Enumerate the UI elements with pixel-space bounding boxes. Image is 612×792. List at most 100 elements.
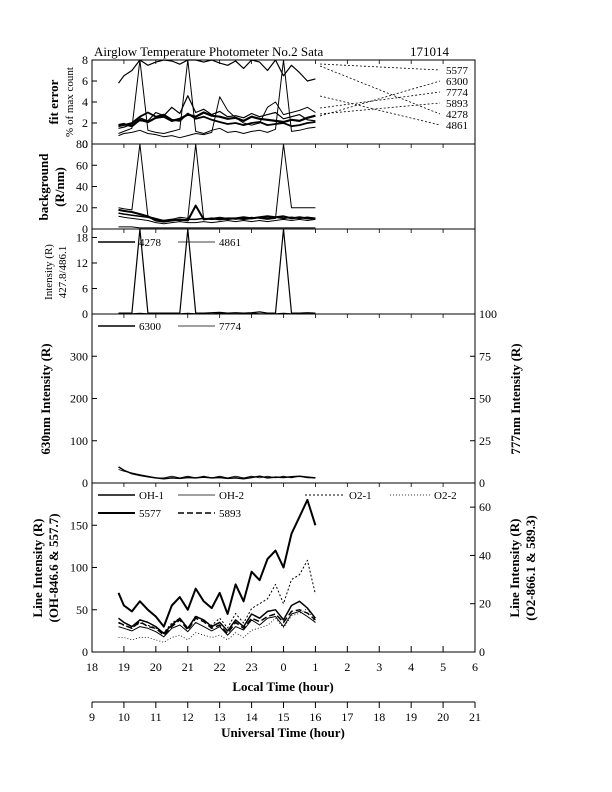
ytick-label: 18 [76, 231, 88, 245]
ytick-right-label: 20 [479, 597, 491, 611]
series-line-4278 [118, 59, 316, 134]
xtick-local-label: 6 [472, 660, 478, 674]
legend-oh1: OH-1 [139, 490, 164, 502]
xtick-local-label: 21 [182, 660, 194, 674]
figure-title: Airglow Temperature Photometer No.2 Sata [94, 44, 324, 59]
xtick-ut-label: 11 [150, 710, 162, 724]
legend-4278: 4278 [446, 109, 469, 121]
intensity-ylabel-2: 427.8/486.1 [57, 246, 69, 299]
xtick-ut-label: 10 [118, 710, 130, 724]
legend-o22: O2-2 [434, 490, 457, 502]
ytick-label: 100 [70, 561, 88, 575]
legend-6300-panel4: 6300 [139, 321, 162, 333]
series-line-O2-2 [118, 608, 316, 643]
xtick-local-label: 5 [440, 660, 446, 674]
ytick-right-label: 75 [479, 349, 491, 363]
ytick-label: 4 [82, 95, 88, 109]
xtick-local-label: 23 [246, 660, 258, 674]
xtick-ut-label: 15 [278, 710, 290, 724]
ytick-label: 0 [82, 137, 88, 151]
xtick-ut-label: 17 [341, 710, 353, 724]
xtick-local-label: 1 [312, 660, 318, 674]
series-layer [117, 59, 317, 643]
legend-4861-panel3: 4861 [219, 237, 241, 249]
legend-6300: 6300 [446, 76, 469, 88]
ytick-label: 80 [76, 137, 88, 151]
ytick-right-label: 0 [479, 645, 485, 659]
legend-5577: 5577 [446, 65, 469, 77]
oh-ylabel-2: (OH-846.6 & 557.7) [46, 513, 61, 622]
ytick-label: 2 [82, 116, 88, 130]
ytick-label: 8 [82, 53, 88, 67]
legend-7774-panel4: 7774 [219, 321, 242, 333]
series-line-4278 [118, 228, 316, 314]
ytick-right-label: 50 [479, 392, 491, 406]
fit-error-legend: 5577 6300 7774 5893 4278 4861 [319, 63, 469, 132]
ytick-right-label: 100 [479, 307, 497, 321]
universal-time-label: Universal Time (hour) [221, 725, 345, 740]
series-line-4861 [118, 312, 316, 315]
background-ylabel-1: background [36, 153, 51, 221]
figure-date: 171014 [410, 44, 450, 59]
legend-4861: 4861 [446, 120, 468, 132]
ytick-label: 6 [82, 74, 88, 88]
xtick-local-label: 18 [86, 660, 98, 674]
ytick-label: 200 [70, 392, 88, 406]
legend-oh2: OH-2 [219, 490, 244, 502]
series-line-s5 [118, 226, 316, 229]
series-line-5577 [117, 498, 317, 628]
ytick-label: 60 [76, 158, 88, 172]
background-ylabel-2: (R/nm) [52, 167, 67, 207]
ytick-right-label: 60 [479, 500, 491, 514]
ytick-right-label: 40 [479, 548, 491, 562]
intensity-legend: 4278 4861 [98, 237, 241, 249]
xtick-ut-label: 18 [373, 710, 385, 724]
ytick-label: 50 [76, 603, 88, 617]
panel-fit-error-frame [91, 59, 476, 145]
xtick-local-label: 22 [214, 660, 226, 674]
ytick-label: 12 [76, 256, 88, 270]
series-line-5893 [118, 111, 316, 128]
xtick-local-label: 19 [118, 660, 130, 674]
ytick-label: 300 [70, 349, 88, 363]
legend-5893: 5893 [446, 98, 469, 110]
legend-4278-panel3: 4278 [139, 237, 162, 249]
legend-o21: O2-1 [349, 490, 372, 502]
series-line-6300 [118, 466, 316, 480]
oh-ylabel-1: Line Intensity (R) [30, 519, 45, 618]
series-line-4861 [118, 96, 316, 139]
legend-5893-panel5: 5893 [219, 508, 242, 520]
ytick-label: 0 [82, 645, 88, 659]
777nm-ylabel: 777nm Intensity (R) [508, 343, 523, 454]
xtick-ut-label: 14 [246, 710, 258, 724]
xtick-local-label: 2 [344, 660, 350, 674]
series-line-7774 [118, 469, 316, 479]
line-intensity-legend: OH-1 OH-2 O2-1 O2-2 5577 5893 [98, 490, 457, 520]
o2-ylabel-2: (O2-866.1 & 589.3) [523, 515, 538, 620]
xtick-ut-label: 12 [182, 710, 194, 724]
xtick-local-label: 4 [408, 660, 414, 674]
panel-630-777-frame [91, 313, 476, 484]
xtick-ut-label: 20 [437, 710, 449, 724]
fit-error-ylabel-2: % of max count [64, 67, 76, 137]
ytick-right-label: 0 [479, 476, 485, 490]
x-axes: 18 19 20 21 22 23 0 1 2 3 4 5 69 10 11 12 13 14 15 16 17 18 19… [86, 60, 481, 724]
xtick-ut-label: 16 [309, 710, 321, 724]
legend-5577-panel5: 5577 [139, 508, 162, 520]
fit-error-ylabel-1: fit error [46, 79, 61, 124]
ytick-label: 20 [76, 201, 88, 215]
local-time-label: Local Time (hour) [232, 679, 333, 694]
series-line-s3 [118, 212, 316, 222]
630nm-ylabel: 630nm Intensity (R) [38, 343, 53, 454]
series-line-OH-2 [118, 610, 316, 638]
ytick-right-label: 25 [479, 434, 491, 448]
intensity-ylabel-1: Intensity (R) [43, 244, 55, 300]
series-line-O2-1 [118, 559, 316, 634]
series-line-s1 [118, 143, 316, 221]
xtick-ut-label: 9 [89, 710, 95, 724]
xtick-local-label: 0 [281, 660, 287, 674]
ytick-label: 150 [70, 518, 88, 532]
xtick-ut-label: 19 [405, 710, 417, 724]
xtick-ut-label: 21 [469, 710, 481, 724]
